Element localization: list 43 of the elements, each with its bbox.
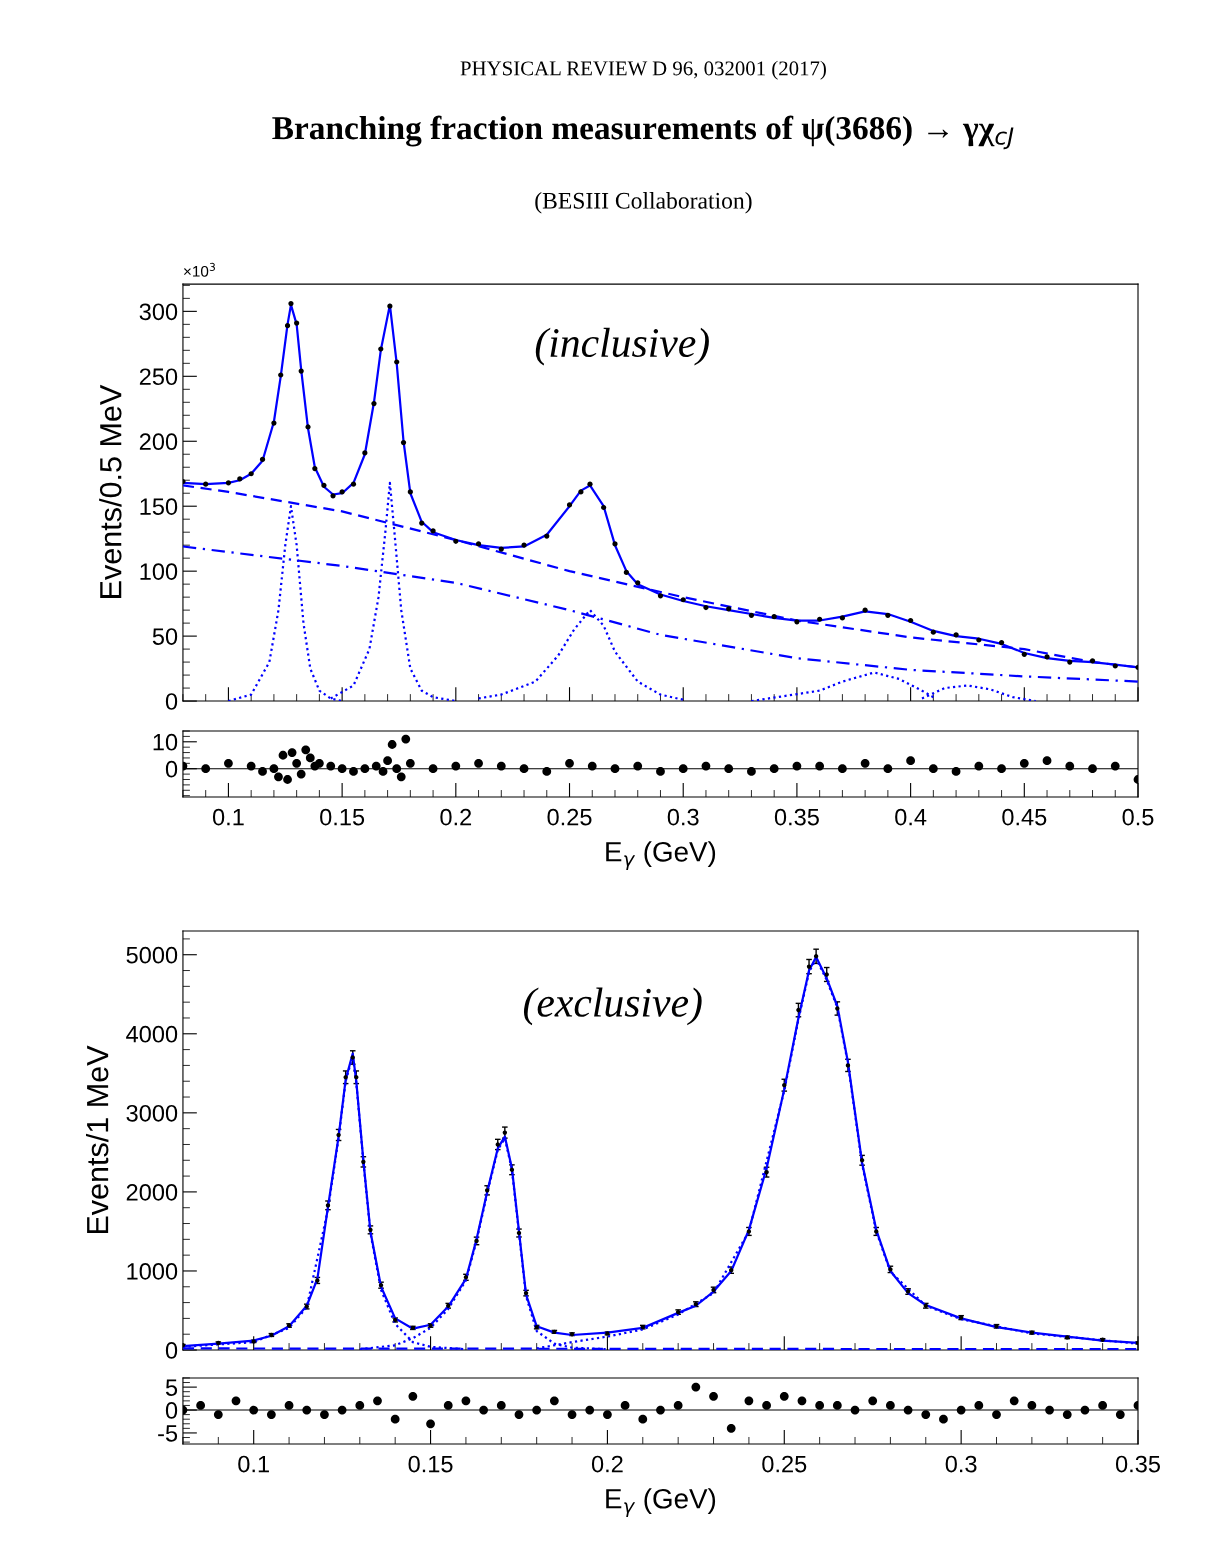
x-tick-label: 0.25 [547,808,592,826]
y-tick-label: 250 [139,368,178,386]
x-tick-label: 0.3 [945,1455,977,1473]
y-tick-label: 10 [153,733,178,751]
x-axis-title: E$_{γ}$ (GeV) [606,1488,716,1517]
y-tick-label: 100 [140,563,178,580]
y-tick-label: 3000 [126,1104,178,1122]
y-tick-label: 0 [165,1402,178,1419]
y-tick-label: 0 [165,760,178,778]
x-tick-label: 0.5 [1122,808,1154,826]
y-tick-label: 2000 [126,1183,178,1201]
x-tick-label: 0.35 [774,808,819,826]
x-tick-label: 0.1 [238,1455,269,1473]
x-tick-label: 0.1 [212,808,244,826]
y-tick-label: 5 [165,1379,178,1396]
annotation: (inclusive) [535,327,709,366]
x-tick-label: 0.45 [1002,808,1047,826]
text: ×10$^{3}$ [184,262,215,277]
y-axis-title: Events/0.5 MeV [99,384,122,598]
y-tick-label: 50 [152,628,178,645]
y-tick-label: 5000 [126,946,178,964]
y-axis-title: Events/1 MeV [85,1045,109,1234]
y-tick-label: 4000 [126,1025,178,1043]
y-tick-label: 0 [165,693,178,710]
x-tick-label: 0.15 [320,808,365,826]
x-tick-label: 0.15 [408,1455,453,1473]
y-tick-label: 0 [165,1342,178,1359]
y-tick-label: 300 [139,303,178,321]
chart-title: Branching fraction measurements of ψ(3686) → γχ$_{cJ}$ [272,115,1014,150]
x-tick-label: 0.35 [1115,1455,1160,1473]
y-tick-label: 200 [139,433,178,451]
x-tick-label: 0.3 [667,808,699,826]
y-tick-label: -5 [158,1425,178,1442]
x-tick-label: 0.4 [895,808,927,826]
annotation: (exclusive) [523,987,702,1026]
x-axis-title: E$_{γ}$ (GeV) [606,841,716,870]
x-tick-label: 0.25 [762,1455,807,1473]
y-tick-label: 150 [140,498,178,515]
x-tick-label: 0.2 [591,1455,623,1473]
chart-subtitle: (BESIII Collaboration) [535,192,752,214]
text: PHYSICAL REVIEW D 96, 032001 (2017) [460,60,826,80]
x-tick-label: 0.2 [440,808,472,826]
y-tick-label: 1000 [127,1263,178,1280]
